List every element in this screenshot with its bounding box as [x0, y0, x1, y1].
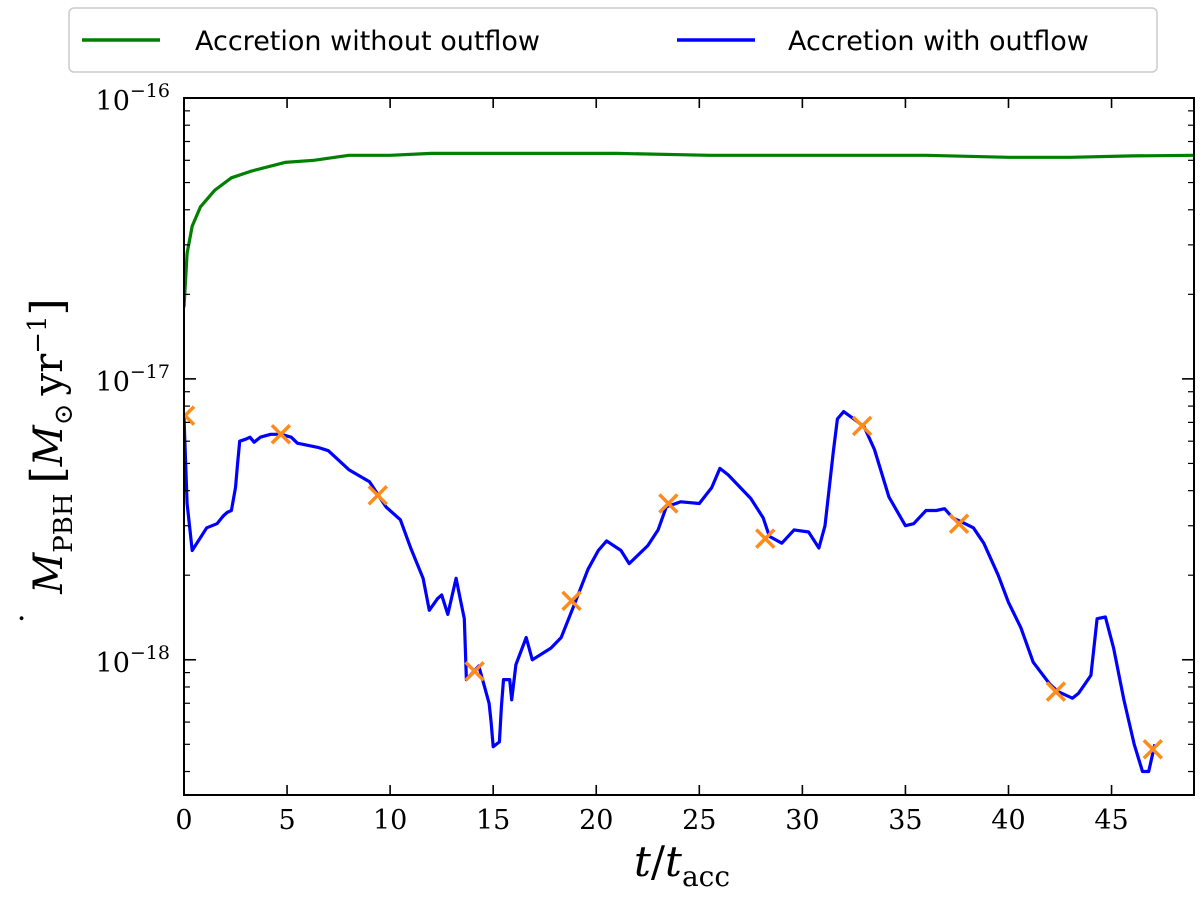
x-tick-label: 45	[1094, 805, 1128, 836]
y-tick-label: 10−18	[96, 642, 170, 679]
x-tick-label: 30	[785, 805, 819, 836]
legend-label-without-outflow: Accretion without outflow	[195, 26, 540, 57]
y-tick-label: 10−16	[96, 80, 170, 117]
x-tick-label: 0	[175, 805, 192, 836]
x-tick-label: 20	[579, 805, 613, 836]
x-tick-label: 35	[888, 805, 922, 836]
x-tick-label: 25	[682, 805, 716, 836]
legend-label-with-outflow: Accretion with outflow	[788, 26, 1089, 57]
snapshot-marker	[184, 405, 196, 426]
snapshot-marker	[851, 415, 873, 437]
series-line-1	[184, 410, 1157, 774]
svg-text:MPBH[M⊙yr−1]: MPBH[M⊙yr−1]	[22, 298, 79, 594]
snapshot-marker	[1045, 681, 1067, 702]
snapshot-marker	[270, 424, 292, 445]
legend: Accretion without outflow Accretion with…	[68, 7, 1158, 73]
snapshot-marker	[948, 513, 970, 534]
snapshot-marker	[658, 493, 679, 514]
snapshot-marker	[1142, 739, 1164, 760]
x-tick-label: 10	[373, 805, 407, 836]
series-line-0	[184, 151, 1194, 308]
snapshot-marker	[367, 485, 388, 506]
x-axis-label: t/tacc	[634, 837, 730, 893]
legend-frame	[68, 7, 1158, 73]
axes-frame	[183, 97, 1195, 796]
svg-text:·: ·	[5, 613, 40, 623]
ticks: 0 5 10 15 20 25 30 35 40 45 10−18 10−17 10−16	[96, 80, 1194, 836]
y-axis-label: MPBH[M⊙yr−1] ·	[5, 298, 79, 623]
x-tick-label: 5	[278, 805, 295, 836]
svg-text:t/tacc: t/tacc	[634, 837, 730, 893]
snapshot-marker	[561, 590, 582, 612]
snapshot-marker	[464, 661, 485, 682]
x-tick-label: 15	[476, 805, 510, 836]
y-tick-label: 10−17	[96, 361, 170, 398]
plot-area	[184, 151, 1194, 774]
snapshot-marker	[755, 528, 776, 549]
x-tick-label: 40	[991, 805, 1025, 836]
